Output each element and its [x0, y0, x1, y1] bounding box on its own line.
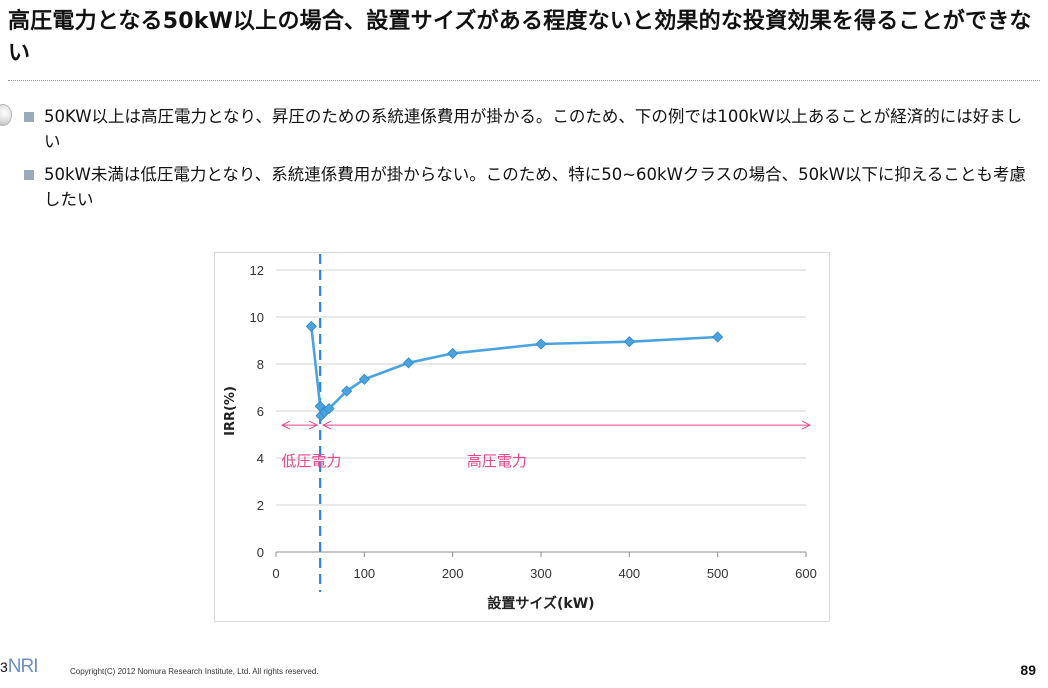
- y-axis-title: IRR(%): [223, 386, 238, 436]
- bullet-item: 50kW未満は低圧電力となり、系統連係費用が掛からない。このため、特に50~60…: [22, 162, 1032, 212]
- x-tick-label: 300: [530, 566, 552, 581]
- y-tick-label: 4: [257, 451, 264, 466]
- data-point: [623, 336, 635, 348]
- bullet-text: 50KW以上は高圧電力となり、昇圧のための系統連係費用が掛かる。このため、下の例…: [44, 107, 1023, 151]
- data-point: [712, 331, 724, 343]
- x-tick-label: 600: [795, 566, 817, 581]
- nri-logo: 3NRI: [0, 656, 39, 677]
- y-tick-label: 10: [250, 310, 264, 325]
- y-tick-label: 12: [250, 263, 264, 278]
- chart-frame: [214, 252, 830, 622]
- data-point: [535, 338, 547, 350]
- page-number: 89: [1020, 662, 1036, 678]
- data-point: [358, 373, 370, 385]
- copyright-text: Copyright(C) 2012 Nomura Research Instit…: [70, 667, 319, 676]
- slide-title: 高圧電力となる50kW以上の場合、設置サイズがある程度ないと効果的な投資効果を得…: [8, 9, 1032, 66]
- x-tick-label: 0: [272, 566, 279, 581]
- arrow-head-icon: [322, 420, 332, 430]
- x-tick-label: 100: [353, 566, 375, 581]
- data-point: [341, 385, 353, 397]
- title-divider: [8, 80, 1040, 81]
- irr-chart-svg: 0 2 4 6 8 10 12 0 100 200 300 400 500 600 設置サイズ(kW) IRR…: [214, 252, 830, 622]
- x-tick-label: 400: [618, 566, 640, 581]
- y-tick-label: 0: [257, 545, 264, 560]
- region-label: 高圧電力: [467, 452, 527, 470]
- data-point: [447, 347, 459, 359]
- bullet-text: 50kW未満は低圧電力となり、系統連係費用が掛からない。このため、特に50~60…: [44, 165, 1026, 209]
- data-point: [402, 357, 415, 369]
- arrow-head-icon: [801, 420, 812, 430]
- region-label: 低圧電力: [281, 452, 341, 470]
- side-knob-icon: [0, 104, 12, 126]
- bullet-square-icon: [24, 112, 34, 122]
- arrow-head-icon: [308, 420, 319, 430]
- y-tick-label: 6: [257, 404, 264, 419]
- bullet-square-icon: [24, 170, 34, 180]
- data-point: [305, 320, 317, 332]
- x-axis-title: 設置サイズ(kW): [487, 595, 594, 612]
- bullet-list: 50KW以上は高圧電力となり、昇圧のための系統連係費用が掛かる。このため、下の例…: [22, 104, 1032, 220]
- irr-chart: 0 2 4 6 8 10 12 0 100 200 300 400 500 600 設置サイズ(kW) IRR…: [214, 252, 830, 622]
- y-tick-label: 8: [257, 357, 264, 372]
- x-tick-label: 200: [442, 566, 464, 581]
- bullet-item: 50KW以上は高圧電力となり、昇圧のための系統連係費用が掛かる。このため、下の例…: [22, 104, 1032, 154]
- data-point: [323, 403, 335, 415]
- x-tick-label: 500: [707, 566, 729, 581]
- nri-logo-text: NRI: [7, 656, 39, 677]
- y-tick-label: 2: [257, 498, 264, 513]
- arrow-head-icon: [280, 420, 291, 430]
